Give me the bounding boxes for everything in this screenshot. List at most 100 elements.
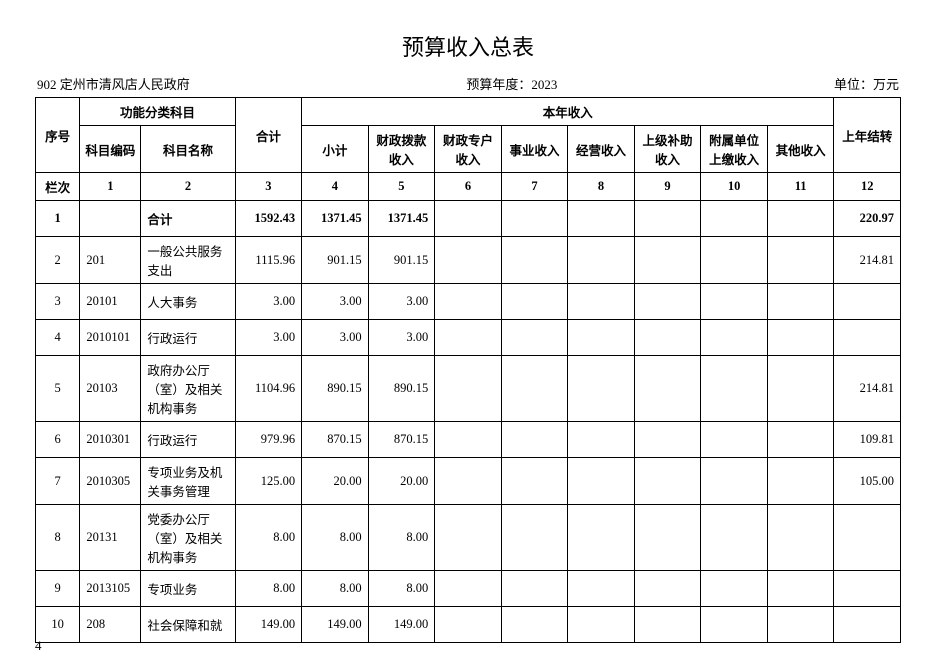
lane-3: 3 (235, 173, 302, 201)
cell-c4: 890.15 (302, 356, 369, 422)
cell-c12 (834, 571, 901, 607)
cell-total: 3.00 (235, 284, 302, 320)
cell-c10 (701, 284, 768, 320)
cell-c12 (834, 505, 901, 571)
cell-c9 (634, 458, 701, 505)
cell-c8 (568, 284, 635, 320)
cell-c12: 214.81 (834, 237, 901, 284)
cell-c9 (634, 422, 701, 458)
page-number: 4 (35, 638, 42, 654)
cell-code: 2010101 (80, 320, 141, 356)
cell-name: 行政运行 (141, 422, 235, 458)
table-row: 320101人大事务3.003.003.00 (36, 284, 901, 320)
cell-c8 (568, 237, 635, 284)
table-row: 92013105专项业务8.008.008.00 (36, 571, 901, 607)
cell-code: 2010301 (80, 422, 141, 458)
cell-c9 (634, 356, 701, 422)
cell-c4: 3.00 (302, 284, 369, 320)
cell-code: 2010305 (80, 458, 141, 505)
cell-c8 (568, 458, 635, 505)
cell-c11 (767, 320, 834, 356)
cell-total: 8.00 (235, 571, 302, 607)
cell-c6 (435, 458, 502, 505)
cell-name: 人大事务 (141, 284, 235, 320)
th-c7: 事业收入 (501, 126, 568, 173)
table-row: 72010305专项业务及机关事务管理125.0020.0020.00105.0… (36, 458, 901, 505)
cell-c9 (634, 505, 701, 571)
table-row: 10208社会保障和就149.00149.00149.00 (36, 607, 901, 643)
cell-name: 社会保障和就 (141, 607, 235, 643)
cell-total: 3.00 (235, 320, 302, 356)
table-row: 1合计1592.431371.451371.45220.97 (36, 201, 901, 237)
cell-code: 20103 (80, 356, 141, 422)
cell-c12: 105.00 (834, 458, 901, 505)
th-code: 科目编码 (80, 126, 141, 173)
cell-c10 (701, 356, 768, 422)
cell-c7 (501, 320, 568, 356)
cell-c11 (767, 201, 834, 237)
th-sub: 小计 (302, 126, 369, 173)
lane-7: 7 (501, 173, 568, 201)
cell-c7 (501, 422, 568, 458)
cell-c4: 149.00 (302, 607, 369, 643)
cell-c7 (501, 237, 568, 284)
lane-12: 12 (834, 173, 901, 201)
cell-c6 (435, 571, 502, 607)
cell-c9 (634, 237, 701, 284)
th-c5: 财政拨款收入 (368, 126, 435, 173)
cell-c4: 901.15 (302, 237, 369, 284)
cell-name: 合计 (141, 201, 235, 237)
cell-c4: 870.15 (302, 422, 369, 458)
cell-c11 (767, 458, 834, 505)
cell-c7 (501, 356, 568, 422)
cell-c11 (767, 607, 834, 643)
th-c11: 其他收入 (767, 126, 834, 173)
cell-c6 (435, 505, 502, 571)
lane-6: 6 (435, 173, 502, 201)
cell-c9 (634, 607, 701, 643)
budget-table: 序号 功能分类科目 合计 本年收入 上年结转 科目编码 科目名称 小计 财政拨款… (35, 97, 901, 643)
th-curr: 本年收入 (302, 98, 834, 126)
cell-code: 2013105 (80, 571, 141, 607)
cell-c11 (767, 237, 834, 284)
lane-row: 栏次 1 2 3 4 5 6 7 8 9 10 11 12 (36, 173, 901, 201)
cell-c7 (501, 201, 568, 237)
th-name: 科目名称 (141, 126, 235, 173)
cell-c12: 214.81 (834, 356, 901, 422)
th-c8: 经营收入 (568, 126, 635, 173)
cell-c8 (568, 607, 635, 643)
cell-c7 (501, 284, 568, 320)
cell-c10 (701, 422, 768, 458)
cell-c12 (834, 320, 901, 356)
cell-c6 (435, 422, 502, 458)
lane-5: 5 (368, 173, 435, 201)
cell-c5: 3.00 (368, 320, 435, 356)
cell-total: 1115.96 (235, 237, 302, 284)
cell-c5: 149.00 (368, 607, 435, 643)
cell-c10 (701, 607, 768, 643)
cell-c10 (701, 201, 768, 237)
table-body: 1合计1592.431371.451371.45220.972201一般公共服务… (36, 201, 901, 643)
cell-seq: 5 (36, 356, 80, 422)
cell-c6 (435, 237, 502, 284)
cell-c7 (501, 505, 568, 571)
cell-c12 (834, 284, 901, 320)
cell-seq: 8 (36, 505, 80, 571)
cell-c4: 20.00 (302, 458, 369, 505)
cell-c8 (568, 571, 635, 607)
th-carry: 上年结转 (834, 98, 901, 173)
lane-10: 10 (701, 173, 768, 201)
cell-c10 (701, 458, 768, 505)
cell-total: 979.96 (235, 422, 302, 458)
cell-code (80, 201, 141, 237)
cell-c5: 870.15 (368, 422, 435, 458)
cell-c11 (767, 356, 834, 422)
meta-org: 902 定州市清风店人民政府 (37, 74, 190, 93)
cell-c10 (701, 505, 768, 571)
cell-c4: 8.00 (302, 571, 369, 607)
cell-c12: 220.97 (834, 201, 901, 237)
cell-total: 149.00 (235, 607, 302, 643)
cell-c8 (568, 505, 635, 571)
th-seq: 序号 (36, 98, 80, 173)
lane-8: 8 (568, 173, 635, 201)
